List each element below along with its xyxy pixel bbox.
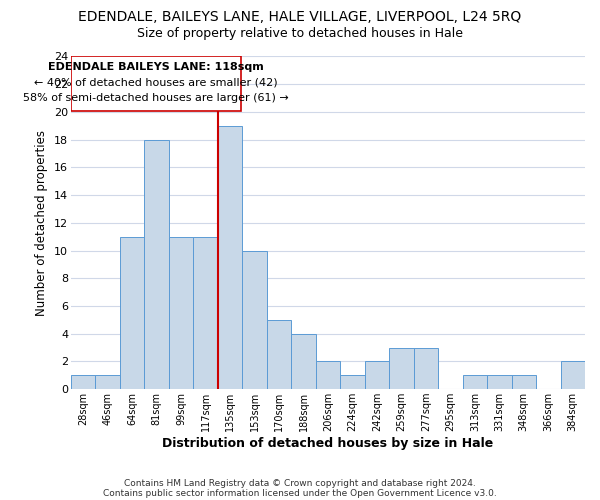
Text: ← 40% of detached houses are smaller (42): ← 40% of detached houses are smaller (42… [34,78,278,88]
Bar [145,140,169,389]
Bar [340,376,365,389]
Bar [120,236,145,389]
Bar [487,376,512,389]
Text: EDENDALE BAILEYS LANE: 118sqm: EDENDALE BAILEYS LANE: 118sqm [48,62,264,72]
Text: Contains public sector information licensed under the Open Government Licence v3: Contains public sector information licen… [103,488,497,498]
Bar [267,320,291,389]
Text: EDENDALE, BAILEYS LANE, HALE VILLAGE, LIVERPOOL, L24 5RQ: EDENDALE, BAILEYS LANE, HALE VILLAGE, LI… [79,10,521,24]
Bar [71,56,241,110]
Bar [291,334,316,389]
Text: Contains HM Land Registry data © Crown copyright and database right 2024.: Contains HM Land Registry data © Crown c… [124,478,476,488]
Text: Size of property relative to detached houses in Hale: Size of property relative to detached ho… [137,28,463,40]
Bar [365,362,389,389]
Bar [316,362,340,389]
Bar [193,236,218,389]
Text: 58% of semi-detached houses are larger (61) →: 58% of semi-detached houses are larger (… [23,92,289,102]
Bar [95,376,120,389]
Bar [463,376,487,389]
Bar [242,250,267,389]
Bar [218,126,242,389]
Bar [413,348,438,389]
X-axis label: Distribution of detached houses by size in Hale: Distribution of detached houses by size … [163,437,494,450]
Bar [389,348,413,389]
Y-axis label: Number of detached properties: Number of detached properties [35,130,49,316]
Bar [71,376,95,389]
Bar [512,376,536,389]
Bar [560,362,585,389]
Bar [169,236,193,389]
